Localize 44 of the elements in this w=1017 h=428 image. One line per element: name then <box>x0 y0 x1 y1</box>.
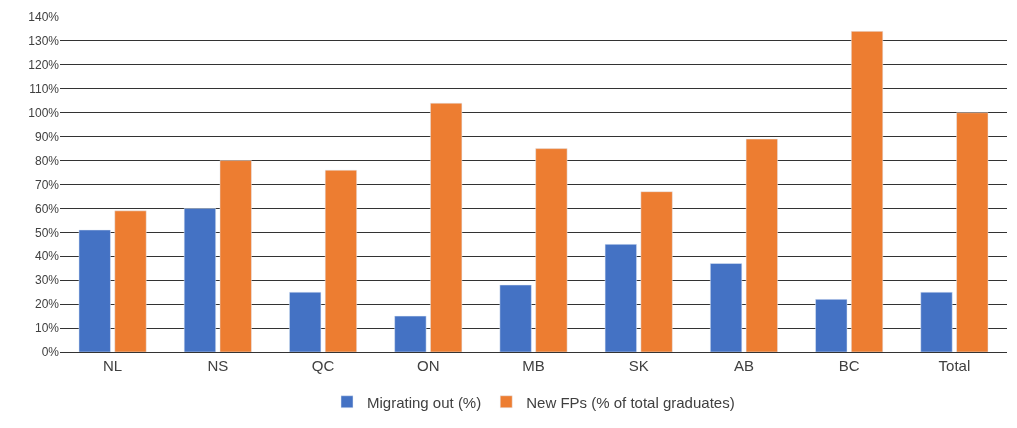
bar <box>640 191 673 352</box>
bar <box>324 169 357 352</box>
y-tick-label: 70% <box>34 177 60 192</box>
x-tick-label: NL <box>103 357 123 374</box>
y-tick-label: 40% <box>34 249 60 264</box>
y-tick-label: 10% <box>34 321 60 336</box>
bar <box>815 299 848 352</box>
bar <box>920 291 953 352</box>
legend-label: New FPs (% of total graduates) <box>526 393 735 411</box>
bar <box>394 315 427 352</box>
y-tick-label: 90% <box>34 129 60 144</box>
y-tick-label: 60% <box>34 201 60 216</box>
bar <box>745 138 778 352</box>
y-tick-label: 0% <box>41 345 60 360</box>
bar <box>78 229 111 352</box>
bar <box>710 263 743 352</box>
y-tick-label: 120% <box>28 58 60 73</box>
bar <box>114 210 147 352</box>
y-tick-label: 110% <box>29 81 60 96</box>
x-tick-label: MB <box>522 357 545 374</box>
bar <box>219 160 252 352</box>
bar <box>956 112 989 352</box>
bar <box>183 208 216 352</box>
bar <box>535 148 568 352</box>
bar <box>604 244 637 352</box>
y-tick-label: 80% <box>34 153 60 168</box>
y-tick-label: 20% <box>34 297 60 312</box>
y-tick-label: 100% <box>28 105 60 120</box>
legend-label: Migrating out (%) <box>367 393 482 411</box>
x-tick-label: QC <box>311 357 335 374</box>
x-tick-label: BC <box>838 357 860 374</box>
x-tick-label: AB <box>733 357 754 374</box>
x-tick-label: Total <box>938 357 971 374</box>
y-tick-label: 30% <box>34 273 60 288</box>
x-tick-label: ON <box>417 357 440 374</box>
bar <box>851 31 884 352</box>
x-tick-label: SK <box>628 357 649 374</box>
y-tick-label: 50% <box>34 225 60 240</box>
bar <box>430 102 463 352</box>
bar <box>499 284 532 352</box>
y-tick-label: 130% <box>28 34 60 49</box>
y-tick-label: 140% <box>28 10 60 25</box>
bar <box>289 291 322 352</box>
x-tick-label: NS <box>207 357 229 374</box>
